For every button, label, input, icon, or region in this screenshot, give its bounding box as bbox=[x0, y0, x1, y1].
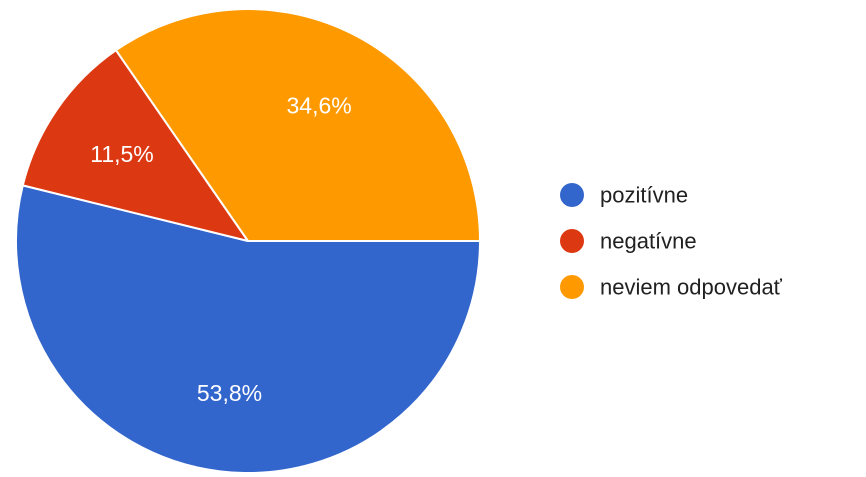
slice-value-label: 34,6% bbox=[286, 92, 351, 118]
legend: pozitívne negatívne neviem odpovedať bbox=[560, 183, 783, 300]
slice-value-label: 11,5% bbox=[90, 141, 154, 167]
pie-slice-labels: 53,8% 11,5% 34,6% bbox=[90, 92, 351, 406]
pie-slices bbox=[15, 8, 481, 474]
pie-slice-3 bbox=[114, 8, 481, 242]
legend-label: negatívne bbox=[600, 229, 697, 254]
legend-label: neviem odpovedať bbox=[600, 275, 783, 300]
legend-swatch bbox=[560, 275, 584, 299]
legend-swatch bbox=[560, 183, 584, 207]
legend-swatch bbox=[560, 229, 584, 253]
pie-slice-2 bbox=[21, 49, 249, 242]
legend-label: pozitívne bbox=[600, 183, 688, 208]
pie-slice-1 bbox=[15, 184, 481, 474]
slice-value-label: 53,8% bbox=[197, 380, 262, 406]
